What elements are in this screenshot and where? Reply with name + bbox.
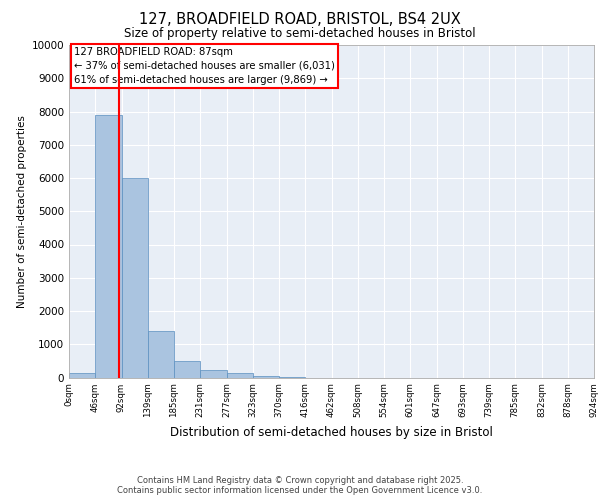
Text: Contains HM Land Registry data © Crown copyright and database right 2025.
Contai: Contains HM Land Registry data © Crown c…	[118, 476, 482, 495]
Text: 127 BROADFIELD ROAD: 87sqm
← 37% of semi-detached houses are smaller (6,031)
61%: 127 BROADFIELD ROAD: 87sqm ← 37% of semi…	[74, 46, 335, 84]
Text: Size of property relative to semi-detached houses in Bristol: Size of property relative to semi-detach…	[124, 28, 476, 40]
X-axis label: Distribution of semi-detached houses by size in Bristol: Distribution of semi-detached houses by …	[170, 426, 493, 438]
Bar	[174, 361, 200, 378]
Bar	[95, 115, 121, 378]
Bar	[148, 331, 174, 378]
Text: 127, BROADFIELD ROAD, BRISTOL, BS4 2UX: 127, BROADFIELD ROAD, BRISTOL, BS4 2UX	[139, 12, 461, 28]
Bar	[69, 372, 95, 378]
Bar	[200, 370, 227, 378]
Bar	[253, 376, 279, 378]
Bar	[227, 373, 253, 378]
Y-axis label: Number of semi-detached properties: Number of semi-detached properties	[17, 115, 28, 308]
Bar	[121, 178, 148, 378]
